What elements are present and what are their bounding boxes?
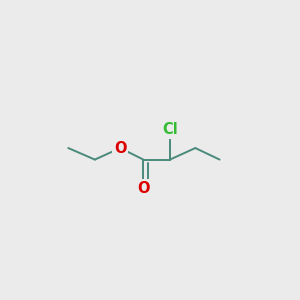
Text: Cl: Cl [162, 122, 178, 137]
Text: O: O [137, 181, 150, 196]
Text: O: O [114, 140, 127, 155]
